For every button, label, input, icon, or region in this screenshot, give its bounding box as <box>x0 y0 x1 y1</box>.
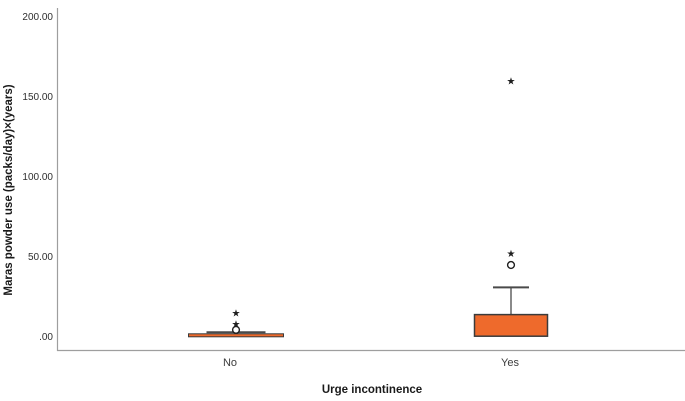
outlier-star-no: ★ <box>232 320 241 331</box>
x-category-label-yes: Yes <box>501 357 519 369</box>
outlier-circle-yes <box>506 260 516 270</box>
y-axis-title: Maras powder use (packs/day)×(years) <box>3 84 15 296</box>
outlier-star-yes: ★ <box>507 249 516 260</box>
y-tick-label: 50.00 <box>27 251 53 263</box>
x-category-label-no: No <box>222 357 238 369</box>
y-tick-label: 150.00 <box>22 91 53 103</box>
outlier-star-no: ★ <box>232 308 241 319</box>
box-no <box>188 333 284 338</box>
outlier-star-yes: ★ <box>507 76 516 87</box>
box-yes <box>473 313 549 337</box>
y-tick-label: 200.00 <box>22 11 53 23</box>
outlier-circle-no <box>231 325 241 334</box>
x-axis-title: Urge incontinence <box>321 384 423 396</box>
y-tick-label: .00 <box>39 331 53 343</box>
y-tick-label: 100.00 <box>22 171 53 183</box>
